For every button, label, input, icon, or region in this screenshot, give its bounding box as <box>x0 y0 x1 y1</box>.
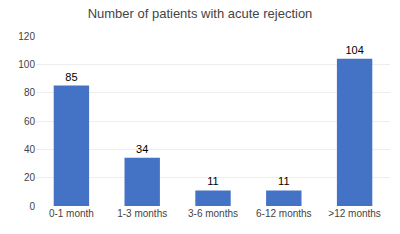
svg-text:120: 120 <box>18 31 35 42</box>
svg-text:60: 60 <box>24 116 36 127</box>
svg-text:Number of patients with acute: Number of patients with acute rejection <box>88 6 313 21</box>
svg-text:40: 40 <box>24 144 36 155</box>
svg-text:6-12 months: 6-12 months <box>256 208 312 219</box>
svg-text:1-3 months: 1-3 months <box>117 208 167 219</box>
svg-text:3-6 months: 3-6 months <box>188 208 238 219</box>
svg-text:0-1 month: 0-1 month <box>49 208 94 219</box>
svg-text:11: 11 <box>207 175 218 187</box>
svg-text:>12 months: >12 months <box>328 208 381 219</box>
svg-text:34: 34 <box>136 143 148 155</box>
svg-text:0: 0 <box>29 201 35 212</box>
svg-text:100: 100 <box>18 59 35 70</box>
svg-text:20: 20 <box>24 172 36 183</box>
svg-text:11: 11 <box>278 175 289 187</box>
svg-text:85: 85 <box>65 71 77 83</box>
svg-text:104: 104 <box>345 44 363 56</box>
svg-text:80: 80 <box>24 87 36 98</box>
